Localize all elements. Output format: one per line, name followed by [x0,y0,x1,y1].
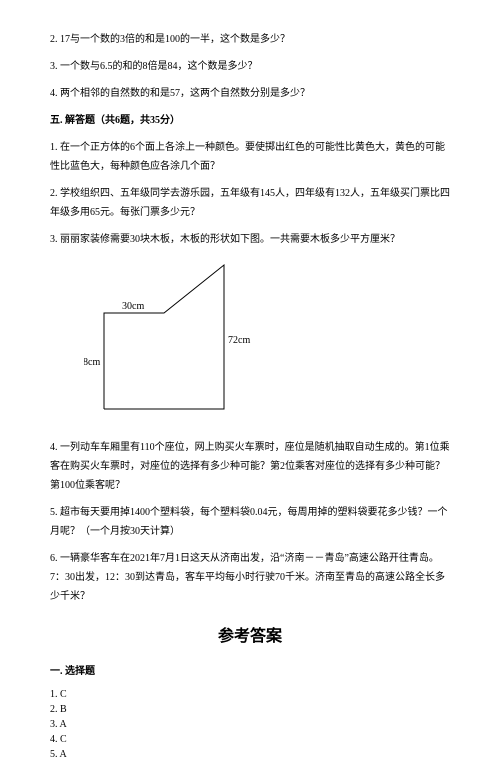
ans-1: 1. C [50,687,450,702]
question-3: 3. 一个数与6.5的和的8倍是84，这个数是多少？ [50,57,450,76]
answer-key-title: 参考答案 [50,622,450,652]
answer-section-1: 一. 选择题 [50,662,450,681]
ans-3: 3. A [50,717,450,732]
question-4: 4. 两个相邻的自然数的和是57，这两个自然数分别是多少？ [50,84,450,103]
s5-q6: 6. 一辆豪华客车在2021年7月1日这天从济南出发，沿“济南－－青岛”高速公路… [50,549,450,606]
s5-q1: 1. 在一个正方体的6个面上各涂上一种颜色。要使掷出红色的可能性比黄色大，黄色的… [50,138,450,176]
section-5-title: 五. 解答题（共6题，共35分） [50,111,450,130]
question-2: 2. 17与一个数的3倍的和是100的一半，这个数是多少？ [50,30,450,49]
label-30cm: 30cm [122,301,144,312]
s5-q2: 2. 学校组织四、五年级同学去游乐园，五年级有145人，四年级有132人，五年级… [50,184,450,222]
s5-q3: 3. 丽丽家装修需要30块木板，木板的形状如下图。一共需要木板多少平方厘米？ [50,230,450,249]
label-72cm: 72cm [228,335,250,346]
ans-5: 5. A [50,747,450,762]
ans-4: 4. C [50,732,450,747]
s5-q5: 5. 超市每天要用掉1400个塑料袋，每个塑料袋0.04元，每周用掉的塑料袋要花… [50,503,450,541]
s5-q4: 4. 一列动车车厢里有110个座位，网上购买火车票时，座位是随机抽取自动生成的。… [50,438,450,495]
ans-2: 2. B [50,702,450,717]
label-48cm: 48cm [84,357,100,368]
wood-board-diagram: 30cm 48cm 72cm 60cm [84,263,450,420]
